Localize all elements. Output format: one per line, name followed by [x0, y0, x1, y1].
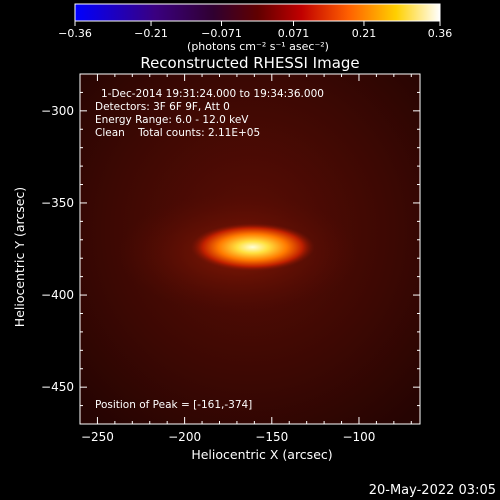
emission-peak-source: [190, 223, 315, 272]
plot-frame: [79, 73, 421, 425]
x-tick-label: −150: [255, 430, 288, 444]
colorbar-tick-label: −0.36: [58, 27, 92, 40]
y-axis-label: Heliocentric Y (arcsec): [12, 187, 27, 327]
x-tick-label: −200: [168, 430, 201, 444]
y-tick-label: −450: [41, 380, 74, 394]
colorbar-unit-label: (photons cm⁻² s⁻¹ asec⁻²): [187, 40, 329, 53]
info-block: 1-Dec-2014 19:31:24.000 to 19:34:36.000 …: [95, 88, 324, 139]
render-timestamp: 20-May-2022 03:05: [368, 483, 496, 498]
colorbar: −0.36 −0.21 −0.071 0.071 0.21 0.36 (photons c…: [58, 3, 452, 53]
colorbar-tick-label: 0.36: [428, 27, 453, 40]
colorbar-gradient: [74, 3, 441, 22]
y-tick-label: −350: [41, 196, 74, 210]
axis-ticks: −250 −200 −150 −100 −450 −400 −350 −300: [41, 73, 420, 444]
colorbar-tick-label: −0.071: [201, 27, 242, 40]
x-axis-label: Heliocentric X (arcsec): [191, 447, 332, 462]
image-area: [80, 74, 420, 424]
x-tick-label: −100: [342, 430, 375, 444]
chart-title: Reconstructed RHESSI Image: [140, 54, 359, 72]
info-line-detectors: Detectors: 3F 6F 9F, Att 0: [95, 101, 230, 113]
y-tick-label: −400: [41, 288, 74, 302]
x-tick-label: −250: [81, 430, 114, 444]
y-tick-label: −300: [41, 104, 74, 118]
colorbar-tick-label: −0.21: [134, 27, 168, 40]
colorbar-tick-label: 0.21: [352, 27, 377, 40]
colorbar-tick-label: 0.071: [278, 27, 310, 40]
colorbar-ticks: −0.36 −0.21 −0.071 0.071 0.21 0.36: [58, 21, 452, 40]
info-line-clean: Clean Total counts: 2.11E+05: [95, 127, 260, 139]
peak-position-label: Position of Peak = [-161,-374]: [95, 399, 252, 411]
info-line-energy: Energy Range: 6.0 - 12.0 keV: [95, 114, 249, 126]
info-line-time: 1-Dec-2014 19:31:24.000 to 19:34:36.000: [101, 88, 324, 100]
